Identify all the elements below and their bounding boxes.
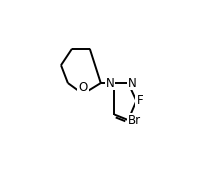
Text: Br: Br — [128, 114, 141, 127]
Text: O: O — [78, 81, 88, 94]
Text: N: N — [128, 77, 137, 90]
Text: F: F — [136, 94, 143, 107]
Text: N: N — [106, 77, 114, 90]
